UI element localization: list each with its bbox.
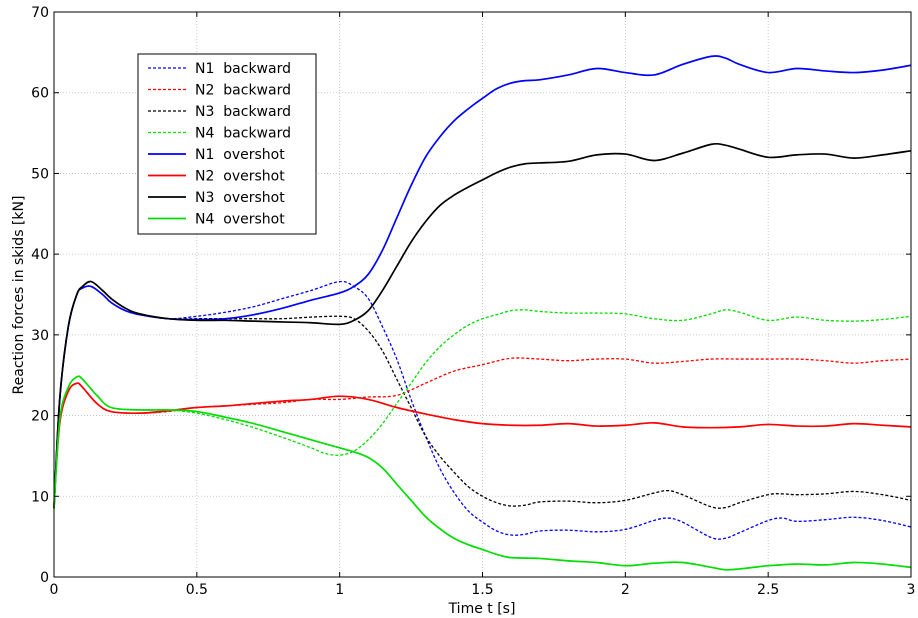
legend: N1 backward N2 backward N3 backward N4 back… <box>137 53 317 235</box>
x-tick-label: 1 <box>335 582 344 598</box>
legend-label: N4 overshot <box>195 212 285 228</box>
y-tick-label: 0 <box>40 570 49 586</box>
grid-lines <box>54 12 911 577</box>
y-tick-label: 30 <box>31 328 49 344</box>
x-tick-label: 0 <box>50 582 59 598</box>
series-line-6 <box>53 382 912 505</box>
y-axis-label: Reaction forces in skids [kN] <box>11 196 27 395</box>
legend-label: N1 backward <box>195 61 291 77</box>
y-tick-label: 50 <box>31 166 49 182</box>
x-axis-label: Time t [s] <box>448 601 516 617</box>
series-line-1 <box>53 280 912 540</box>
series-line-8 <box>53 375 912 571</box>
legend-label: N2 overshot <box>195 169 285 185</box>
legend-label: N3 overshot <box>195 190 285 206</box>
legend-label: N4 backward <box>195 126 291 142</box>
x-tick-label: 0.5 <box>186 582 208 598</box>
legend-box <box>137 53 317 235</box>
x-tick-label: 3 <box>907 582 916 598</box>
x-tick-label: 1.5 <box>471 582 493 598</box>
legend-label: N3 backward <box>195 104 291 120</box>
series-line-5 <box>53 55 912 509</box>
y-tick-label: 70 <box>31 5 49 21</box>
y-tick-label: 60 <box>31 86 49 102</box>
y-tick-label: 10 <box>31 489 49 505</box>
series-line-7 <box>53 142 912 509</box>
x-tick-label: 2.5 <box>757 582 779 598</box>
series-lines <box>53 55 912 571</box>
legend-label: N1 overshot <box>195 147 285 163</box>
x-tick-label: 2 <box>621 582 630 598</box>
legend-label: N2 backward <box>195 83 291 99</box>
y-tick-label: 20 <box>31 409 49 425</box>
y-tick-label: 40 <box>31 247 49 263</box>
